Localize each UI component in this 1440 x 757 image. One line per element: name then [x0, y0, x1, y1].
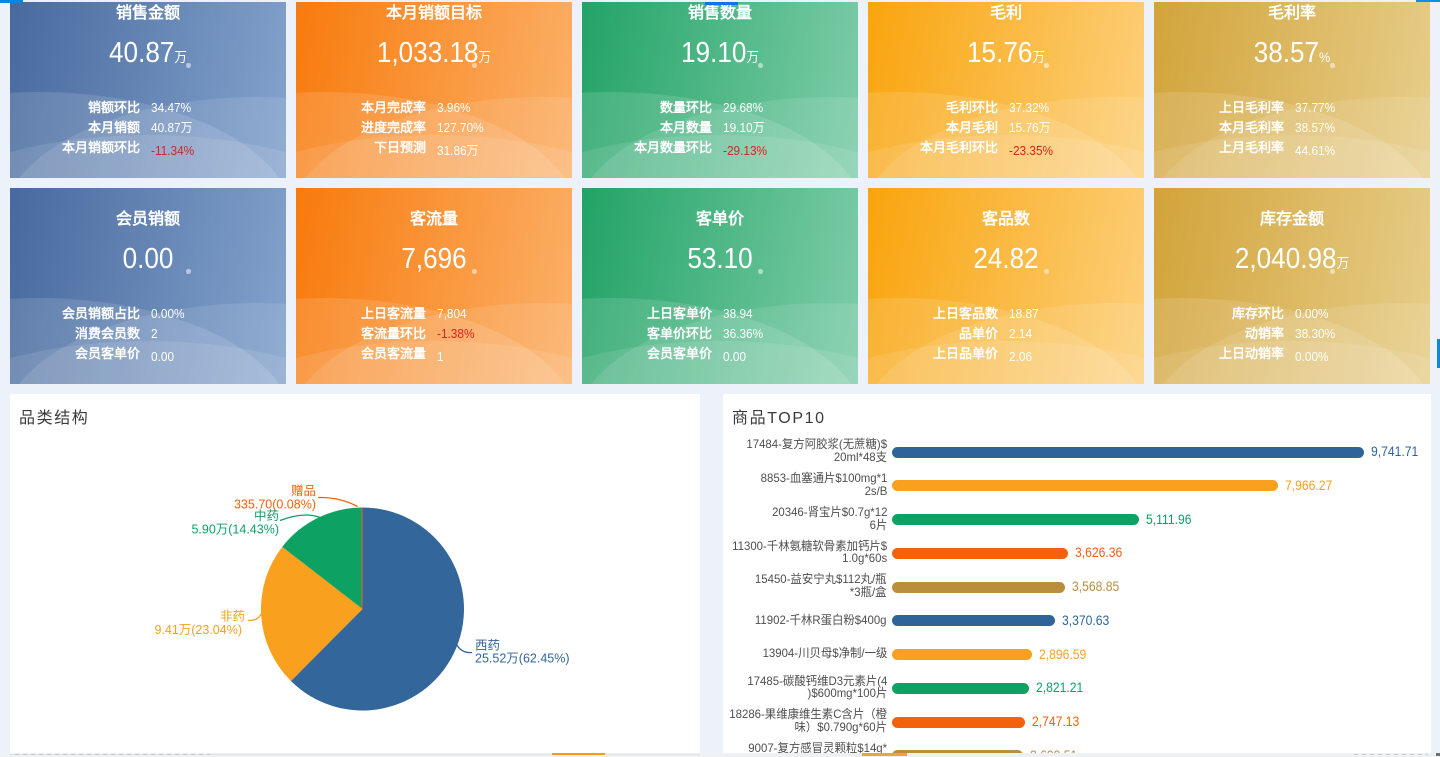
svg-text:25.52万(62.45%): 25.52万(62.45%) [475, 652, 570, 666]
svg-text:9.41万(23.04%): 9.41万(23.04%) [154, 623, 242, 637]
svg-text:赠品: 赠品 [291, 484, 316, 498]
svg-text:中药: 中药 [254, 508, 279, 523]
svg-text:西药: 西药 [475, 639, 500, 653]
svg-text:335.70(0.08%): 335.70(0.08%) [234, 498, 316, 512]
svg-text:5.90万(14.43%): 5.90万(14.43%) [191, 523, 279, 537]
svg-text:非药: 非药 [220, 610, 245, 624]
